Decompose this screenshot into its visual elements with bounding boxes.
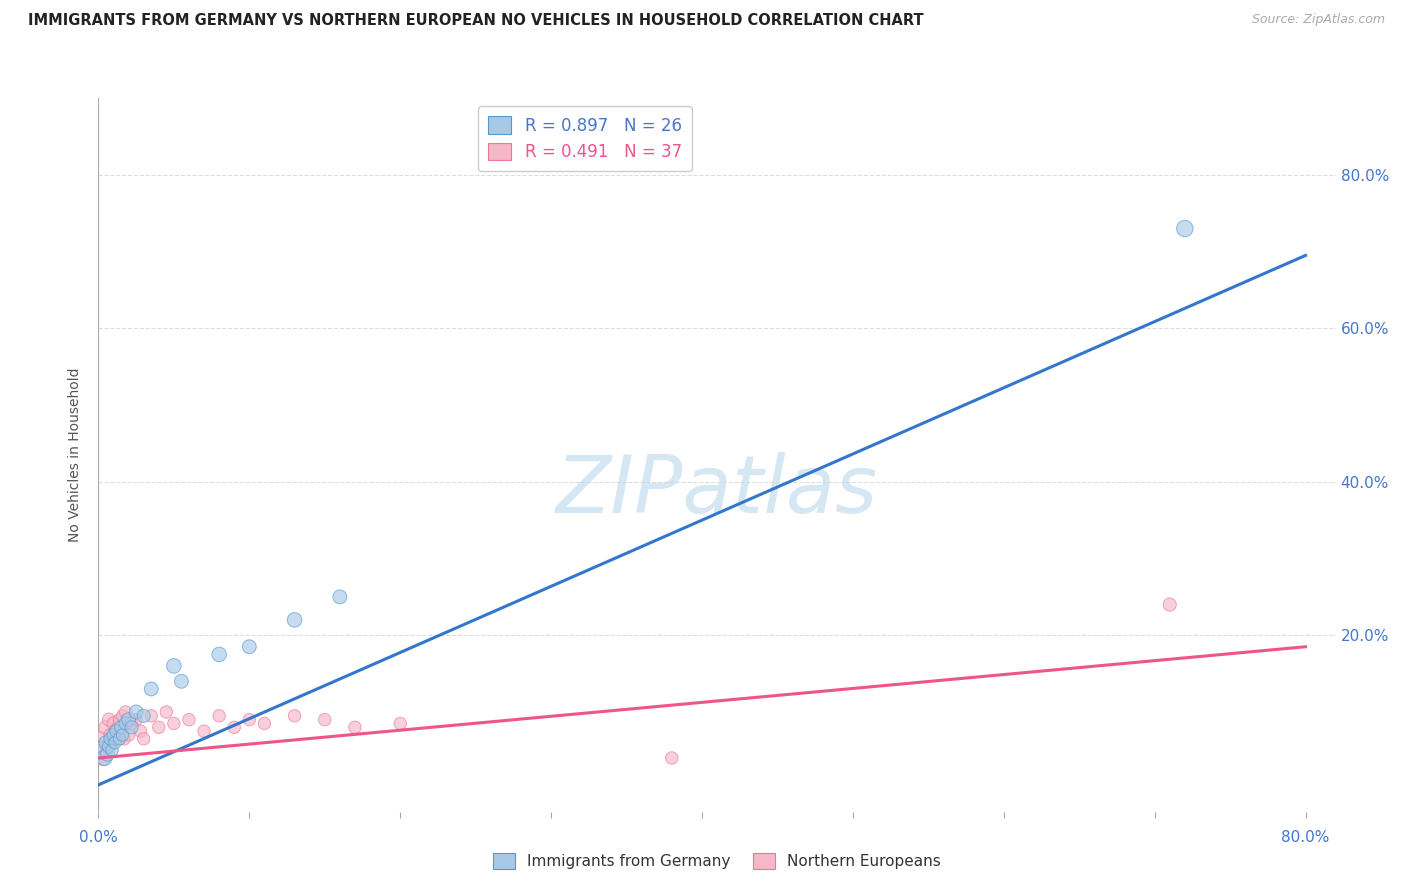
Point (132, 708, 155, 723)
Point (100, 728, 122, 742)
Point (314, 713, 336, 727)
Point (114, 705, 136, 719)
Point (661, 751, 683, 765)
Point (89, 736, 111, 750)
Point (105, 724, 128, 739)
Y-axis label: No Vehicles in Household: No Vehicles in Household (69, 368, 83, 542)
Point (329, 590, 352, 604)
Point (90, 743, 112, 757)
Point (105, 731, 128, 746)
Point (111, 708, 134, 723)
Point (208, 648, 231, 662)
Point (93, 751, 115, 765)
Text: IMMIGRANTS FROM GERMANY VS NORTHERN EUROPEAN NO VEHICLES IN HOUSEHOLD CORRELATIO: IMMIGRANTS FROM GERMANY VS NORTHERN EURO… (28, 13, 924, 29)
Point (110, 724, 132, 739)
Text: Source: ZipAtlas.com: Source: ZipAtlas.com (1251, 13, 1385, 27)
Point (107, 720, 129, 734)
Point (101, 736, 124, 750)
Point (238, 640, 260, 654)
Point (110, 720, 132, 734)
Point (91, 751, 114, 765)
Point (132, 731, 155, 746)
Point (101, 743, 124, 757)
Point (98, 713, 121, 727)
Point (103, 728, 125, 742)
Point (284, 613, 307, 627)
Point (94, 720, 117, 734)
Legend: Immigrants from Germany, Northern Europeans: Immigrants from Germany, Northern Europe… (488, 847, 946, 875)
Point (129, 724, 152, 739)
Point (98, 739, 121, 754)
Point (155, 705, 177, 719)
Point (100, 731, 122, 746)
Point (96, 739, 118, 754)
Point (170, 674, 193, 689)
Point (117, 713, 139, 727)
Text: 0.0%: 0.0% (79, 830, 118, 845)
Point (163, 659, 186, 673)
Point (96, 747, 118, 761)
Point (177, 713, 200, 727)
Point (117, 728, 139, 742)
Point (108, 731, 131, 746)
Point (141, 681, 163, 696)
Point (94, 736, 117, 750)
Point (148, 720, 170, 734)
Point (108, 713, 131, 727)
Point (104, 724, 127, 739)
Point (111, 728, 134, 742)
Point (104, 736, 127, 750)
Point (238, 713, 260, 727)
Point (114, 716, 136, 731)
Point (112, 731, 135, 746)
Point (193, 724, 215, 739)
Point (343, 720, 366, 734)
Point (224, 720, 246, 734)
Point (1174, 221, 1197, 235)
Point (141, 708, 163, 723)
Point (284, 708, 307, 723)
Point (125, 713, 148, 727)
Point (208, 708, 231, 723)
Point (253, 716, 276, 731)
Point (1159, 598, 1181, 612)
Point (125, 705, 148, 719)
Point (389, 716, 412, 731)
Text: ZIPatlas: ZIPatlas (555, 451, 879, 530)
Point (121, 720, 143, 734)
Text: 80.0%: 80.0% (1281, 830, 1330, 845)
Point (103, 716, 125, 731)
Point (163, 716, 186, 731)
Point (121, 716, 143, 731)
